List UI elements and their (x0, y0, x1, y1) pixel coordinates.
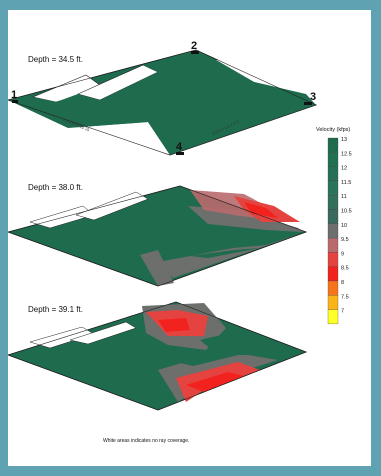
legend-level-label: 11.5 (341, 180, 351, 186)
legend-level-label: 7 (341, 309, 344, 315)
depth-label-2: Depth = 38.0 ft. (28, 183, 83, 192)
legend-swatch (327, 295, 339, 310)
legend-level-label: 7.5 (341, 294, 349, 300)
marker-3-label: 3 (310, 91, 316, 103)
legend-level-label: 8 (341, 280, 344, 286)
legend-level-label: 11 (341, 194, 347, 200)
depth-label-3: Depth = 39.1 ft. (28, 305, 83, 314)
figure-panel: 0 5 10 15 20 25 0 0.5 1 1.5 2 2.5 Depth … (8, 10, 371, 466)
depth-label-1: Depth = 34.5 ft. (28, 55, 83, 64)
legend-swatch (327, 152, 339, 167)
legend-level-label: 9.5 (341, 237, 349, 243)
legend-level-label: 8.5 (341, 266, 349, 272)
velocity-legend: Velocity (kfps) 13 12.5 12 11.5 11 10.5 10 9.5 9… (316, 127, 352, 325)
legend-swatch (327, 180, 339, 196)
legend-swatches: 13 12.5 12 11.5 11 10.5 10 9.5 9 8.5 8 7.5 7 (327, 137, 352, 325)
legend-level-label: 9 (341, 251, 344, 257)
depth-slice-2 (8, 185, 308, 287)
marker-4-symbol (176, 152, 184, 155)
legend-swatch (327, 309, 339, 325)
depth-slice-1: 0 5 10 15 20 25 0 0.5 1 1.5 2 2.5 (8, 49, 318, 156)
legend-level-label: 13 (341, 137, 347, 143)
marker-2-symbol (191, 51, 199, 54)
legend-swatch (327, 252, 339, 267)
velocity-depth-slices: 0 5 10 15 20 25 0 0.5 1 1.5 2 2.5 Depth … (8, 40, 352, 444)
legend-title: Velocity (kfps) (316, 127, 350, 133)
legend-level-label: 10 (341, 223, 347, 229)
marker-3-symbol (304, 102, 312, 105)
marker-2-label: 2 (191, 40, 197, 52)
legend-swatch (327, 137, 339, 153)
legend-swatch (327, 223, 339, 239)
marker-1-label: 1 (11, 89, 17, 101)
legend-level-label: 12 (341, 166, 347, 172)
legend-swatch (327, 237, 339, 253)
legend-level-label: 10.5 (341, 209, 352, 215)
legend-swatch (327, 209, 339, 224)
footnote: White areas indicates no ray coverage. (103, 438, 189, 444)
legend-swatch (327, 266, 339, 282)
marker-1-symbol (12, 100, 18, 103)
depth-slice-3 (8, 301, 308, 411)
legend-swatch (327, 280, 339, 296)
marker-4-label: 4 (176, 141, 183, 153)
legend-level-label: 12.5 (341, 151, 352, 157)
legend-swatch (327, 195, 339, 210)
legend-swatch (327, 166, 339, 182)
